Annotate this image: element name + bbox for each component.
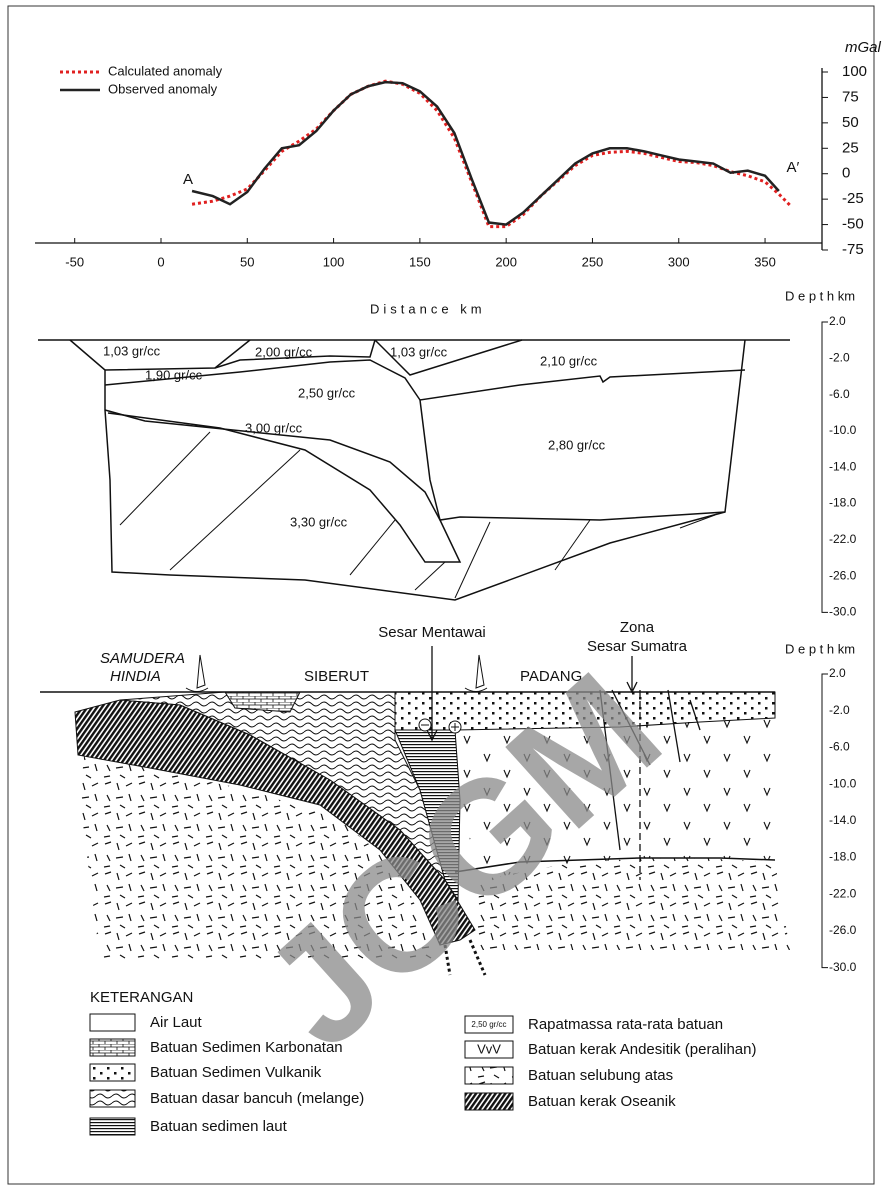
legend-icon	[90, 1090, 135, 1107]
depth-label: -18.0	[829, 496, 857, 510]
x-tick-label: 100	[323, 254, 345, 269]
density-label: 2,00 gr/cc	[255, 344, 313, 359]
y-tick-label: 50	[842, 114, 859, 131]
density-label: 1,03 gr/cc	[103, 343, 161, 358]
fault-label: Zona	[620, 619, 655, 636]
x-axis-label: Distance km	[370, 301, 486, 316]
x-tick-label: -50	[65, 254, 84, 269]
depth-label: -22.0	[829, 886, 857, 900]
legend-label: Observed anomaly	[108, 81, 218, 96]
y-tick-label: 0	[842, 165, 850, 182]
depth-title: D e p t h km	[785, 288, 855, 303]
x-tick-label: 50	[240, 254, 254, 269]
ship-icon	[465, 655, 487, 692]
hatch-lines	[120, 432, 715, 598]
legend-text: Batuan sedimen laut	[150, 1118, 288, 1135]
y-tick-label: 75	[842, 88, 859, 105]
place-label: SAMUDERA	[100, 650, 185, 667]
depth-label: -10.0	[829, 423, 857, 437]
depth-label: -18.0	[829, 850, 857, 864]
legend-text: Batuan dasar bancuh (melange)	[150, 1090, 364, 1107]
y-unit: mGal	[845, 39, 882, 56]
figure: -50 0 50 100 150 200 250 300 350 -75 -50 -25 0 25 50 75…	[0, 0, 882, 1191]
depth-label: -30.0	[829, 960, 857, 974]
place-label: SIBERUT	[304, 668, 369, 685]
legend-icon-text: VvV	[477, 1041, 501, 1056]
y-tick-label: -50	[842, 216, 864, 233]
legend-text: Air Laut	[150, 1014, 203, 1031]
x-tick-label: 300	[668, 254, 690, 269]
depth-label: -6.0	[829, 387, 850, 401]
legend-icon	[465, 1067, 513, 1084]
x-tick-label: 0	[157, 254, 164, 269]
legend-icon	[90, 1118, 135, 1135]
density-label: 3,30 gr/cc	[290, 514, 348, 529]
depth-label: -22.0	[829, 532, 857, 546]
depth-label: -26.0	[829, 568, 857, 582]
depth-label: -30.0	[829, 605, 857, 619]
depth-axis	[822, 322, 828, 612]
density-label: 1,90 gr/cc	[145, 367, 203, 382]
x-tick-label: 200	[495, 254, 517, 269]
density-label: 1,03 gr/cc	[390, 344, 448, 359]
anomaly-chart: -50 0 50 100 150 200 250 300 350 -75 -50 -25 0 25 50 75…	[35, 39, 882, 316]
x-tick-label: 350	[754, 254, 776, 269]
boundary	[105, 410, 725, 520]
y-tick-label: 100	[842, 63, 867, 80]
legend-text: Batuan kerak Andesitik (peralihan)	[528, 1041, 756, 1058]
depth-title: D e p t h km	[785, 641, 855, 656]
fault-label: Sesar Sumatra	[587, 638, 688, 655]
series-line	[192, 82, 779, 224]
arrow	[627, 656, 637, 692]
depth-axis	[822, 674, 828, 968]
ship-icon	[186, 655, 208, 692]
depth-label: -14.0	[829, 459, 857, 473]
annotation: A′	[786, 159, 799, 176]
legend-icon	[90, 1014, 135, 1031]
depth-label: 2.0	[829, 666, 846, 680]
depth-label: -2.0	[829, 350, 850, 364]
depth-label: -26.0	[829, 923, 857, 937]
density-label: 2,80 gr/cc	[548, 437, 606, 452]
legend-text: Batuan Sedimen Vulkanik	[150, 1064, 322, 1081]
series-line	[192, 81, 791, 226]
density-label: 3,00 gr/cc	[245, 420, 303, 435]
legend-icon	[90, 1064, 135, 1081]
density-label: 2,10 gr/cc	[540, 353, 598, 368]
density-model: 1,03 gr/cc 2,00 gr/cc 1,03 gr/cc 2,10 gr…	[38, 288, 855, 600]
depth-label: -10.0	[829, 776, 857, 790]
legend-text: Batuan kerak Oseanik	[528, 1093, 676, 1110]
place-label: HINDIA	[110, 668, 161, 685]
y-tick-label: -75	[842, 241, 864, 258]
density-label: 2,50 gr/cc	[298, 385, 356, 400]
y-tick-label: 25	[842, 139, 859, 156]
legend-text: Batuan selubung atas	[528, 1067, 673, 1084]
legend-icon	[90, 1039, 135, 1056]
frame	[8, 6, 874, 1184]
legend-icon-text: 2,50 gr/cc	[471, 1020, 506, 1029]
depth-label: 2.0	[829, 314, 846, 328]
x-tick-label: 150	[409, 254, 431, 269]
legend-text: Rapatmassa rata-rata batuan	[528, 1016, 723, 1033]
depth-label: -2.0	[829, 703, 850, 717]
x-tick-label: 250	[582, 254, 604, 269]
depth-label: -6.0	[829, 740, 850, 754]
depth-label: -14.0	[829, 813, 857, 827]
legend-icon	[465, 1093, 513, 1110]
y-tick-label: -25	[842, 190, 864, 207]
legend-label: Calculated anomaly	[108, 63, 223, 78]
fault-label: Sesar Mentawai	[378, 624, 486, 641]
legend-title: KETERANGAN	[90, 989, 193, 1006]
annotation: A	[183, 171, 193, 188]
